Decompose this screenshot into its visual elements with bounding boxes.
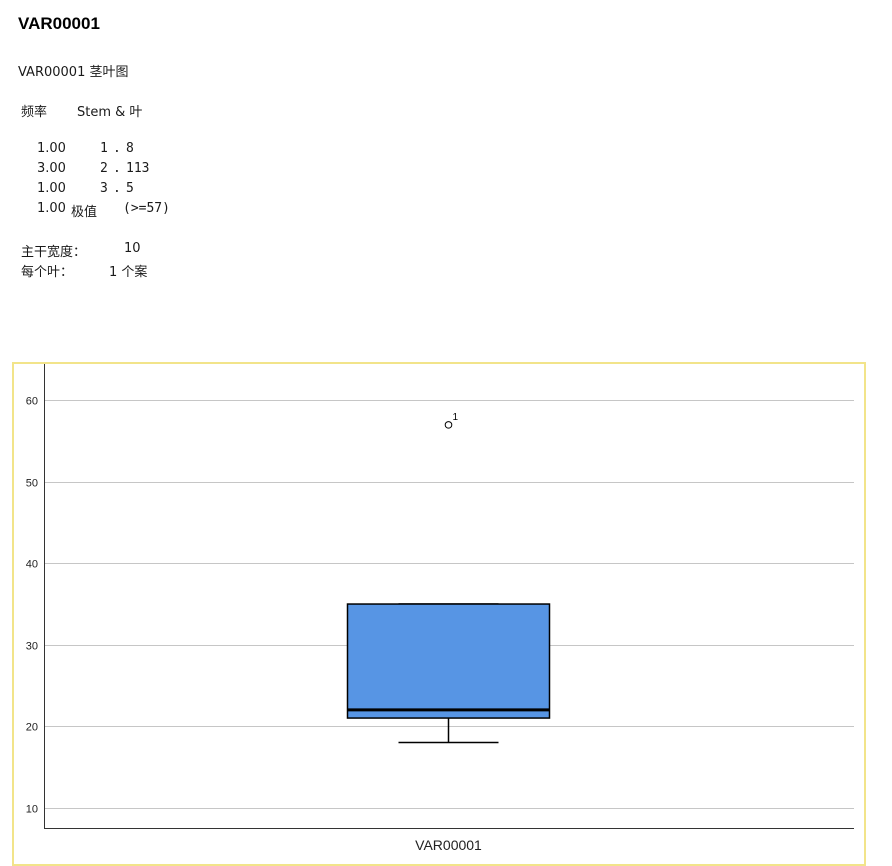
boxplot-svg: 10 20 30 40 50 60 1 VAR00001 <box>26 364 854 853</box>
row-stem: 1 <box>100 141 108 156</box>
each-leaf-value: 1 个案 <box>109 265 148 280</box>
y-tick-label: 50 <box>26 478 38 490</box>
row-frequency: 1.00 <box>37 141 66 156</box>
y-tick-label: 60 <box>26 396 38 408</box>
x-category-label: VAR00001 <box>415 837 482 853</box>
each-leaf-label: 每个叶： <box>21 265 74 280</box>
row-separator: . <box>113 181 121 196</box>
row-stem: 2 <box>100 161 108 176</box>
outlier-point <box>444 421 453 429</box>
box-iqr <box>346 603 551 719</box>
row-separator: . <box>113 161 121 176</box>
stem-leaf-title: VAR00001 茎叶图 <box>18 65 129 80</box>
stem-width-value: 10 <box>124 241 141 256</box>
extreme-value: (>=57) <box>123 201 170 216</box>
stem-width-label: 主干宽度： <box>21 245 87 260</box>
extreme-frequency: 1.00 <box>37 201 66 216</box>
row-frequency: 3.00 <box>37 161 66 176</box>
row-leaf: 8 <box>126 141 134 156</box>
row-leaf: 113 <box>126 161 150 176</box>
y-tick-label: 40 <box>26 559 38 571</box>
row-leaf: 5 <box>126 181 134 196</box>
boxplot-chart[interactable]: 10 20 30 40 50 60 1 VAR00001 <box>12 362 866 866</box>
y-tick-label: 30 <box>26 641 38 653</box>
y-tick-label: 20 <box>26 722 38 734</box>
output-heading: VAR00001 <box>18 14 100 33</box>
freq-header: 频率 <box>21 105 48 120</box>
row-stem: 3 <box>100 181 108 196</box>
outlier-label: 1 <box>453 412 459 423</box>
y-tick-label: 10 <box>26 804 38 816</box>
row-frequency: 1.00 <box>37 181 66 196</box>
stem-leaf-header: Stem & 叶 <box>77 105 143 120</box>
row-separator: . <box>113 141 121 156</box>
extreme-label: 极值 <box>71 205 98 220</box>
